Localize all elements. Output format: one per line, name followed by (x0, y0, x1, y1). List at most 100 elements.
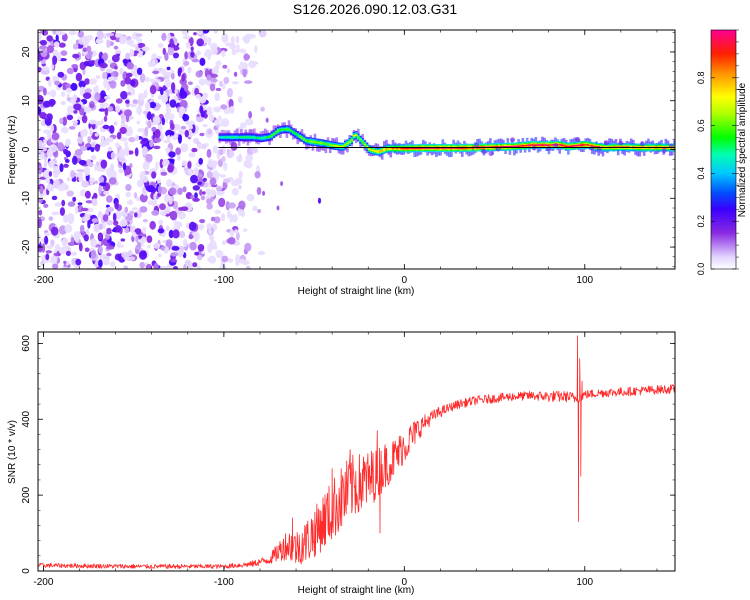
ridge-segment (244, 136, 247, 139)
noise-blob (104, 95, 111, 100)
noise-blob (98, 259, 103, 268)
noise-blob (193, 167, 199, 177)
noise-blob (169, 210, 178, 221)
noise-blob (227, 237, 236, 245)
noise-blob (164, 147, 171, 152)
ridge-segment (348, 141, 351, 143)
noise-blob (125, 184, 132, 191)
noise-blob (44, 232, 51, 236)
noise-blob (48, 79, 52, 87)
noise-blob (245, 154, 254, 162)
noise-blob (165, 206, 171, 214)
noise-blob (63, 163, 69, 168)
noise-blob (75, 72, 83, 82)
noise-blob (99, 62, 108, 69)
noise-blob (238, 64, 242, 70)
ridge-segment (580, 144, 583, 146)
ridge-segment (383, 149, 386, 151)
noise-blob (169, 123, 175, 130)
colorbar-gradient (711, 30, 736, 269)
noise-blob (214, 92, 220, 102)
noise-blob (107, 146, 113, 152)
noise-blob (164, 52, 169, 61)
noise-blob (128, 136, 136, 143)
noise-blob (53, 41, 60, 48)
noise-blob (157, 55, 162, 60)
noise-blob (98, 176, 105, 183)
noise-blob (90, 238, 97, 248)
noise-blob (147, 200, 155, 206)
noise-blob (139, 206, 148, 213)
spectrogram-xlabel: Height of straight line (km) (298, 286, 415, 297)
ridge-segment (532, 144, 535, 146)
noise-blob (163, 92, 168, 100)
noise-blob (221, 50, 226, 58)
noise-blob (94, 143, 100, 152)
noise-blob (148, 187, 157, 193)
noise-blob (60, 50, 68, 56)
noise-blob (54, 80, 61, 86)
noise-blob (58, 246, 67, 255)
noise-blob (158, 219, 164, 225)
noise-blob (136, 197, 141, 202)
noise-blob (50, 226, 59, 236)
noise-blob (56, 30, 62, 36)
ridge-segment (359, 138, 362, 141)
noise-blob (262, 190, 266, 196)
ridge-halo (474, 142, 480, 148)
ridge-segment (584, 143, 587, 146)
noise-blob (182, 35, 191, 40)
noise-blob (219, 263, 227, 269)
noise-blob (196, 30, 204, 36)
noise-blob (91, 198, 98, 207)
noise-blob (110, 151, 115, 160)
ridge-segment (311, 141, 315, 143)
noise-blob (192, 185, 200, 191)
ridge-segment (586, 144, 590, 146)
noise-blob (167, 46, 175, 56)
noise-blob (66, 67, 74, 75)
noise-blob (116, 132, 122, 140)
spectrogram-y-tick-label: 0 (21, 146, 32, 152)
ridge-segment (307, 140, 310, 142)
noise-blob (76, 119, 81, 125)
noise-blob (126, 91, 132, 96)
ridge-segment (419, 147, 423, 149)
noise-blob (243, 54, 251, 60)
ridge-segment (536, 144, 540, 146)
noise-blob (164, 247, 169, 252)
noise-blob (138, 93, 146, 101)
ridge-segment (268, 136, 271, 138)
ridge-segment (545, 144, 548, 146)
ridge-segment (344, 144, 347, 146)
noise-blob (134, 147, 139, 157)
noise-blob (280, 181, 284, 187)
noise-blob (176, 153, 181, 161)
noise-blob (55, 34, 59, 42)
noise-blob (184, 259, 192, 268)
noise-blob (206, 106, 212, 113)
colorbar-label: Normalized spectral amplitude (737, 82, 748, 217)
noise-blob (244, 242, 252, 252)
ridge-segment (361, 141, 364, 143)
noise-blob (38, 177, 41, 184)
noise-blob (72, 155, 78, 165)
ridge-segment (500, 146, 503, 148)
noise-blob (46, 113, 53, 121)
noise-blob (86, 45, 92, 53)
noise-blob (77, 30, 85, 38)
noise-blob (177, 187, 183, 195)
noise-blob (90, 155, 97, 161)
noise-blob (118, 244, 125, 248)
ridge-segment (363, 143, 367, 146)
noise-blob (79, 145, 88, 151)
noise-blob (245, 265, 251, 269)
ridge-segment (339, 146, 343, 148)
noise-blob (94, 132, 99, 137)
noise-blob (63, 260, 67, 265)
noise-blob (95, 38, 104, 44)
noise-blob (200, 143, 207, 150)
ridge-segment (270, 134, 273, 137)
noise-blob (57, 71, 65, 78)
noise-blob (178, 134, 182, 144)
